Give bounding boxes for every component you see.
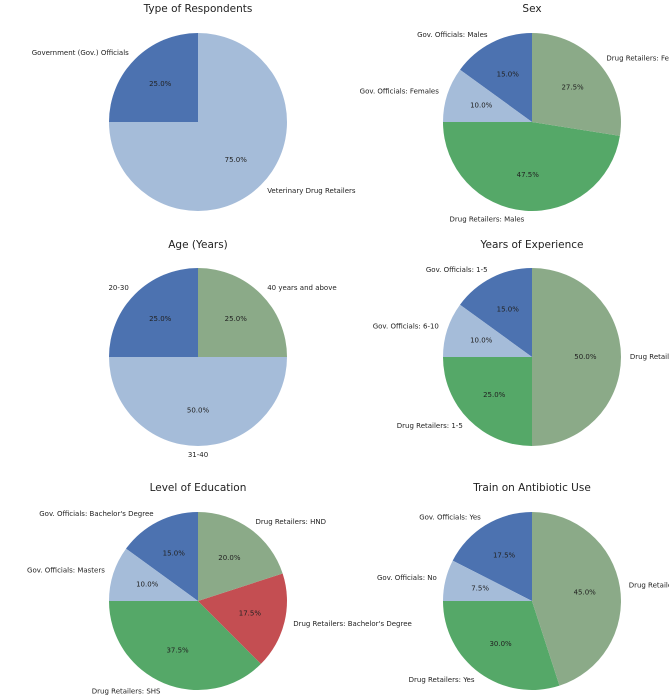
pie-chart-years-of-experience: Years of Experience 15.0% Gov. Officials: …	[373, 239, 669, 446]
slice-category-label: 31-40	[188, 451, 208, 459]
pie-slice-veterinary-drug-retailers	[109, 33, 287, 211]
pie-slice-gov-officials-no	[443, 560, 532, 601]
pie-slice-gov-officials-bachelor-s-degree	[126, 512, 198, 601]
pie-slice-drug-retailers-hnd	[198, 512, 283, 601]
slice-category-label: Gov. Officials: 1-5	[426, 266, 488, 274]
slice-percent-label: 15.0%	[497, 70, 520, 78]
slice-category-label: Drug Retailers: 10-20	[630, 353, 669, 361]
slice-category-label: 20-30	[108, 284, 128, 292]
slice-category-label: Gov. Officials: Males	[417, 31, 488, 39]
slice-percent-label: 75.0%	[225, 156, 248, 164]
pie-chart-level-of-education: Level of Education 15.0% Gov. Officials: B…	[27, 482, 412, 695]
chart-title: Level of Education	[150, 482, 247, 494]
chart-title: Train on Antibiotic Use	[472, 482, 591, 494]
slice-percent-label: 50.0%	[187, 406, 210, 414]
slice-percent-label: 20.0%	[218, 554, 241, 562]
slice-percent-label: 30.0%	[489, 640, 512, 648]
slice-percent-label: 10.0%	[470, 337, 493, 345]
pie-slice-gov-officials-males	[460, 33, 532, 122]
pie-slice-drug-retailers-10-20	[532, 268, 621, 446]
slice-category-label: Drug Retailers: Females	[606, 54, 669, 62]
slice-category-label: Drug Retailers: SHS	[92, 687, 161, 695]
slice-category-label: Drug Retailers: 1-5	[397, 422, 463, 430]
pie-slice-drug-retailers-males	[443, 122, 620, 211]
pie-slice-government-gov-officials	[109, 33, 198, 122]
slice-percent-label: 37.5%	[166, 646, 189, 654]
chart-title: Type of Respondents	[143, 3, 253, 15]
slice-category-label: Gov. Officials: No	[377, 574, 437, 582]
slice-percent-label: 47.5%	[517, 171, 540, 179]
slice-percent-label: 25.0%	[483, 391, 506, 399]
slice-category-label: Gov. Officials: Females	[360, 88, 440, 96]
pie-slice-40-years-and-above	[198, 268, 287, 357]
pie-slice-drug-retailers-1-5	[443, 357, 532, 446]
slice-category-label: Gov. Officials: 6-10	[373, 323, 439, 331]
slice-percent-label: 25.0%	[149, 315, 172, 323]
slice-category-label: Gov. Officials: Bachelor's Degree	[39, 510, 153, 518]
slice-category-label: Drug Retailers: No	[629, 582, 669, 590]
slice-category-label: Drug Retailers: Males	[450, 216, 525, 224]
pie-slice-drug-retailers-yes	[443, 601, 560, 690]
pie-chart-train-on-antibiotic-use: Train on Antibiotic Use 17.5% Gov. Officia…	[377, 482, 669, 690]
slice-category-label: 40 years and above	[267, 284, 336, 292]
pie-slice-drug-retailers-females	[532, 33, 621, 136]
pie-slice-gov-officials-females	[443, 69, 532, 122]
slice-percent-label: 10.0%	[136, 581, 159, 589]
pie-slice-31-40	[109, 357, 287, 446]
slice-percent-label: 7.5%	[471, 585, 489, 593]
pie-slice-gov-officials-masters	[109, 548, 198, 601]
slice-category-label: Gov. Officials: Masters	[27, 567, 105, 575]
chart-title: Years of Experience	[479, 239, 583, 251]
slice-percent-label: 25.0%	[149, 80, 172, 88]
slice-percent-label: 17.5%	[239, 610, 262, 618]
pie-chart-age-years: Age (Years) 25.0% 20-30 50.0% 31-40 25.0% 40 y…	[108, 239, 336, 459]
slice-category-label: Drug Retailers: Bachelor's Degree	[293, 620, 412, 628]
pie-chart-sex: Sex 15.0% Gov. Officials: Males 10.0% Gov. O…	[360, 3, 669, 224]
pie-chart-type-of-respondents: Type of Respondents 25.0% Government (Gov.…	[32, 3, 356, 211]
slice-percent-label: 27.5%	[561, 83, 584, 91]
slice-percent-label: 25.0%	[225, 315, 248, 323]
slice-percent-label: 50.0%	[574, 353, 597, 361]
chart-title: Sex	[522, 3, 541, 15]
chart-title: Age (Years)	[168, 239, 228, 251]
pie-slice-20-30	[109, 268, 198, 357]
slice-percent-label: 10.0%	[470, 102, 493, 110]
pie-slice-gov-officials-1-5	[460, 268, 532, 357]
slice-category-label: Drug Retailers: Yes	[409, 676, 475, 684]
slice-percent-label: 17.5%	[493, 552, 516, 560]
slice-percent-label: 45.0%	[574, 589, 597, 597]
slice-category-label: Drug Retailers: HND	[256, 518, 326, 526]
slice-category-label: Gov. Officials: Yes	[419, 514, 481, 522]
pie-slice-drug-retailers-no	[532, 512, 621, 686]
slice-category-label: Veterinary Drug Retailers	[267, 187, 356, 195]
pie-slice-gov-officials-yes	[452, 512, 532, 601]
pie-slice-gov-officials-6-10	[443, 304, 532, 357]
slice-percent-label: 15.0%	[163, 549, 186, 557]
slice-category-label: Government (Gov.) Officials	[32, 49, 129, 57]
pie-slice-drug-retailers-bachelor-s-degree	[198, 573, 287, 664]
pie-slice-drug-retailers-shs	[109, 601, 261, 690]
slice-percent-label: 15.0%	[497, 305, 520, 313]
